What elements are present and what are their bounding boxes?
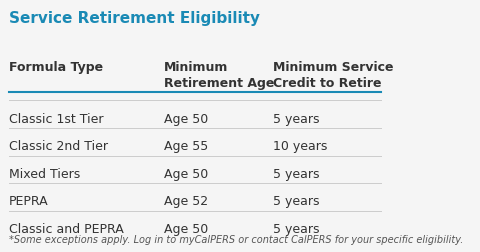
Text: Age 50: Age 50	[164, 112, 208, 125]
Text: 5 years: 5 years	[273, 222, 319, 235]
Text: Formula Type: Formula Type	[9, 61, 103, 74]
Text: Classic 2nd Tier: Classic 2nd Tier	[9, 140, 108, 153]
Text: Classic 1st Tier: Classic 1st Tier	[9, 112, 104, 125]
Text: PEPRA: PEPRA	[9, 195, 49, 207]
Text: Service Retirement Eligibility: Service Retirement Eligibility	[9, 11, 260, 26]
Text: Age 50: Age 50	[164, 222, 208, 235]
Text: Age 52: Age 52	[164, 195, 208, 207]
Text: Minimum Service
Credit to Retire: Minimum Service Credit to Retire	[273, 61, 393, 90]
Text: 5 years: 5 years	[273, 167, 319, 180]
Text: Minimum
Retirement Age: Minimum Retirement Age	[164, 61, 275, 90]
Text: *Some exceptions apply. Log in to myCalPERS or contact CalPERS for your specific: *Some exceptions apply. Log in to myCalP…	[9, 234, 464, 244]
Text: Mixed Tiers: Mixed Tiers	[9, 167, 80, 180]
Text: Age 55: Age 55	[164, 140, 208, 153]
Text: Classic and PEPRA: Classic and PEPRA	[9, 222, 124, 235]
Text: 5 years: 5 years	[273, 112, 319, 125]
Text: 10 years: 10 years	[273, 140, 327, 153]
Text: Age 50: Age 50	[164, 167, 208, 180]
Text: 5 years: 5 years	[273, 195, 319, 207]
